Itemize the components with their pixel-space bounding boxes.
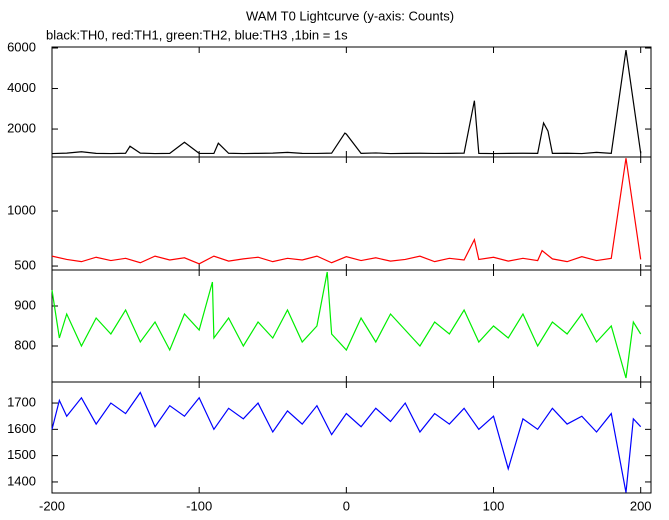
chart-subtitle: black:TH0, red:TH1, green:TH2, blue:TH3 … — [46, 27, 348, 42]
series-line — [51, 158, 642, 265]
x-tick-label: 100 — [483, 498, 505, 513]
y-tick-label: 500 — [14, 257, 36, 272]
y-tick-label: 1400 — [7, 473, 36, 488]
y-tick-label: 800 — [14, 337, 36, 352]
x-tick-label: -100 — [186, 498, 212, 513]
y-tick-label: 2000 — [7, 120, 36, 135]
x-tick-label: -200 — [39, 498, 65, 513]
y-tick-label: 6000 — [7, 39, 36, 54]
series-line — [51, 271, 642, 379]
y-tick-label: 1600 — [7, 421, 36, 436]
series-line — [51, 391, 642, 493]
series-line — [51, 49, 642, 155]
panel-frame — [51, 381, 652, 494]
y-tick-label: 1700 — [7, 394, 36, 409]
x-tick-label: 0 — [343, 498, 350, 513]
y-tick-label: 4000 — [7, 80, 36, 95]
chart-title: WAM T0 Lightcurve (y-axis: Counts) — [246, 8, 454, 23]
y-tick-label: 1500 — [7, 447, 36, 462]
x-tick-label: 200 — [630, 498, 652, 513]
panel-frame — [51, 156, 652, 271]
y-tick-label: 1000 — [7, 202, 36, 217]
y-tick-label: 900 — [14, 297, 36, 312]
panel-frame — [51, 269, 652, 383]
